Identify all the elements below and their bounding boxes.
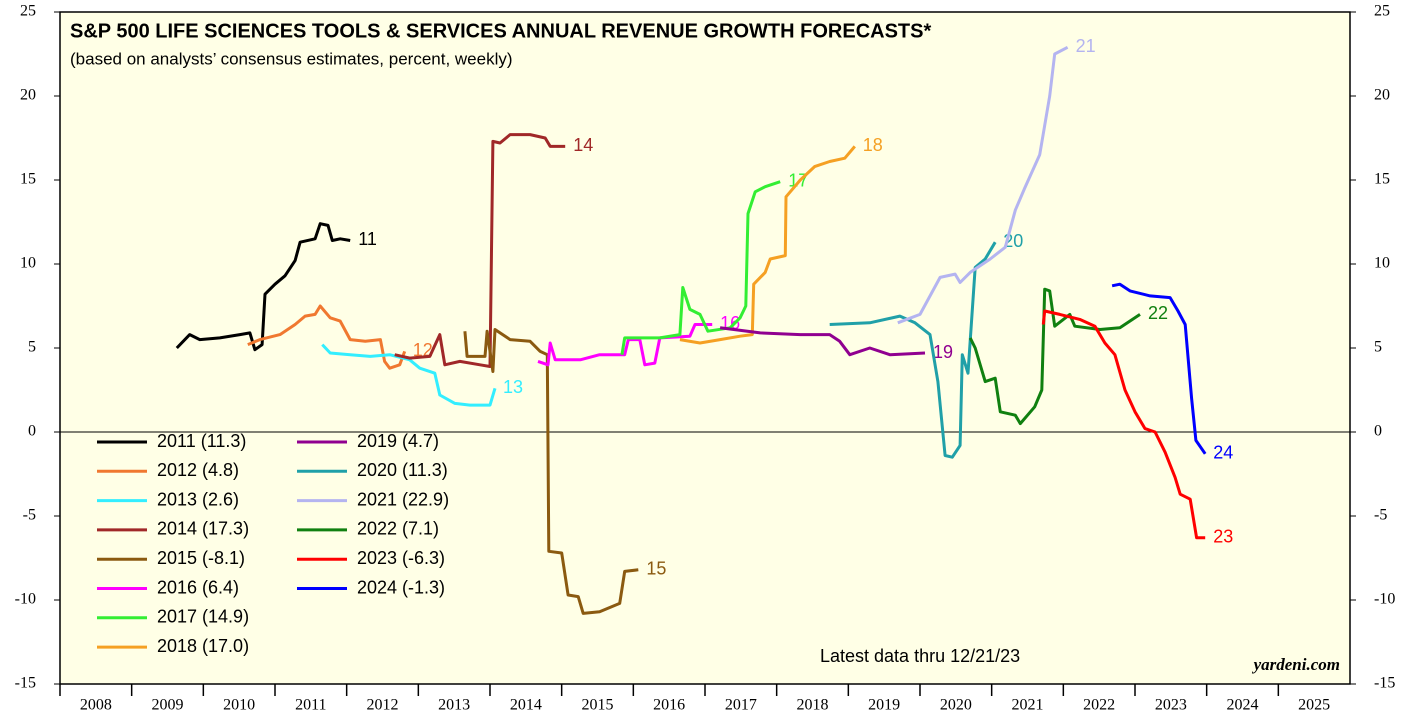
series-line (321, 343, 497, 407)
series-line (537, 323, 713, 367)
x-tick-label: 2015 (582, 697, 614, 714)
x-tick-label: 2017 (725, 697, 757, 714)
y2-tick-label: 5 (1374, 339, 1382, 356)
x-tick-label: 2020 (940, 697, 972, 714)
series-line (394, 133, 566, 368)
legend: 2011 (11.3) 2012 (4.8) 2013 (2.6) 2014 (17.… (97, 431, 449, 656)
series-line (247, 304, 407, 370)
legend-label: 2012 (4.8) (157, 460, 239, 480)
series-line (679, 145, 856, 345)
x-tick-label: 2021 (1012, 697, 1044, 714)
y2-tick-label: -10 (1374, 591, 1395, 608)
x-tick-label: 2022 (1083, 697, 1115, 714)
series-line (719, 326, 926, 357)
y2-tick-label: -15 (1374, 675, 1395, 692)
series-end-label: 21 (1076, 36, 1096, 56)
legend-label: 2016 (6.4) (157, 577, 239, 597)
source: yardeni.com (1252, 655, 1340, 674)
series-line (1041, 309, 1206, 540)
y-tick-label: 5 (28, 339, 36, 356)
series-line (620, 180, 781, 355)
y2-tick-label: 0 (1374, 423, 1382, 440)
legend-label: 2019 (4.7) (357, 431, 439, 451)
legend-label: 2023 (-6.3) (357, 548, 445, 568)
y2-tick-label: 10 (1374, 255, 1390, 272)
x-tick-label: 2009 (152, 697, 184, 714)
x-tick-label: 2018 (797, 697, 829, 714)
y2-tick-label: 15 (1374, 171, 1390, 188)
annotation: Latest data thru 12/21/23 (820, 646, 1020, 666)
series-end-label: 14 (573, 135, 593, 155)
legend-label: 2022 (7.1) (357, 519, 439, 539)
x-tick-label: 2024 (1227, 697, 1259, 714)
x-tick-label: 2016 (653, 697, 685, 714)
series-end-label: 15 (646, 559, 666, 579)
y-tick-label: 10 (20, 255, 36, 272)
series-line (968, 287, 1141, 426)
legend-label: 2013 (2.6) (157, 489, 239, 509)
y-tick-label: 20 (20, 87, 36, 104)
legend-label: 2020 (11.3) (357, 460, 448, 480)
series-line (1111, 282, 1207, 455)
legend-label: 2024 (-1.3) (357, 577, 445, 597)
legend-label: 2015 (-8.1) (157, 548, 245, 568)
x-tick-label: 2025 (1298, 697, 1330, 714)
x-tick-label: 2012 (367, 697, 399, 714)
x-tick-label: 2019 (868, 697, 900, 714)
x-tick-label: 2008 (80, 697, 112, 714)
series-end-label: 23 (1213, 527, 1233, 547)
series-end-label: 22 (1148, 303, 1168, 323)
x-tick-label: 2011 (295, 697, 326, 714)
series-line (897, 45, 1069, 325)
y-tick-label: -10 (15, 591, 36, 608)
series-end-label: 24 (1213, 443, 1233, 463)
chart-subtitle: (based on analysts’ consensus estimates,… (70, 49, 513, 68)
legend-label: 2021 (22.9) (357, 489, 449, 509)
y-tick-label: 15 (20, 171, 36, 188)
series-end-label: 11 (358, 229, 377, 249)
chart-title: S&P 500 LIFE SCIENCES TOOLS & SERVICES A… (70, 20, 931, 42)
plot-area (59, 11, 1351, 685)
series-line (829, 241, 997, 459)
y2-tick-label: 25 (1374, 3, 1390, 20)
axes: -15-10-50510152025-15-10-505101520252008… (15, 3, 1396, 714)
x-tick-label: 2014 (510, 697, 542, 714)
y-tick-label: -15 (15, 675, 36, 692)
x-tick-label: 2010 (223, 697, 255, 714)
legend-label: 2018 (17.0) (157, 636, 249, 656)
series-line (463, 328, 639, 615)
series-end-label: 18 (863, 135, 883, 155)
series-end-label: 13 (503, 377, 523, 397)
y2-tick-label: -5 (1374, 507, 1387, 524)
series-end-label: 19 (933, 342, 953, 362)
y-tick-label: -5 (23, 507, 36, 524)
legend-label: 2014 (17.3) (157, 519, 249, 539)
x-tick-label: 2023 (1155, 697, 1187, 714)
legend-label: 2017 (14.9) (157, 607, 249, 627)
y-tick-label: 0 (28, 423, 36, 440)
y2-tick-label: 20 (1374, 87, 1390, 104)
legend-label: 2011 (11.3) (157, 431, 246, 451)
x-tick-label: 2013 (438, 697, 470, 714)
series-line (175, 222, 351, 352)
y-tick-label: 25 (20, 3, 36, 20)
